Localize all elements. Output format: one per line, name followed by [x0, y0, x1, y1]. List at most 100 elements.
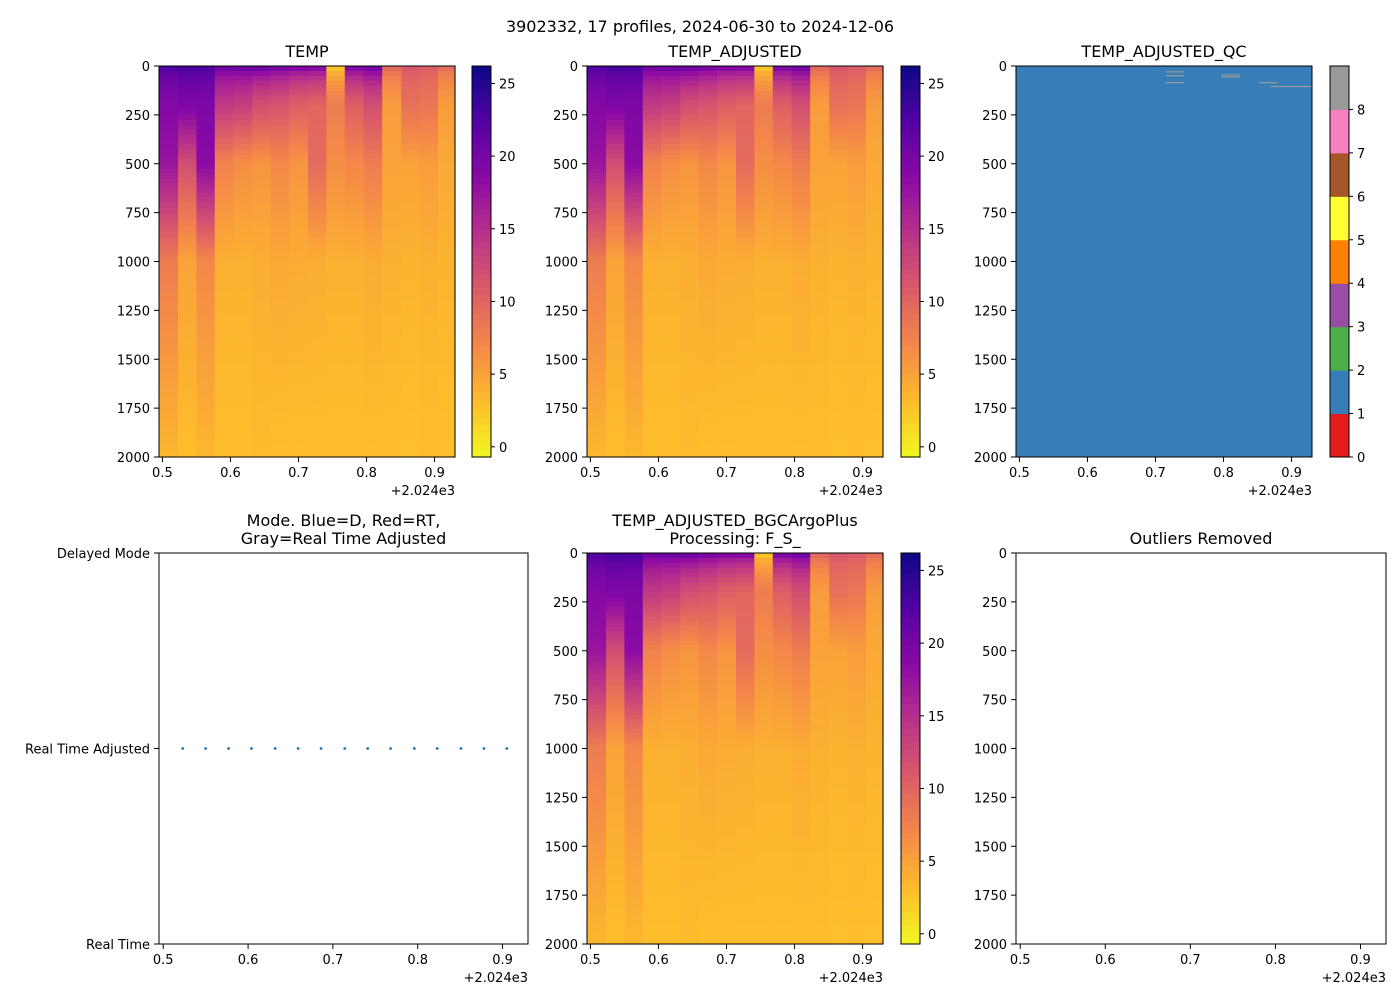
heatmap-cell	[791, 807, 811, 813]
heatmap-cell	[791, 359, 811, 365]
heatmap-cell	[810, 261, 830, 267]
heatmap-cell	[308, 266, 327, 272]
heatmap-cell	[642, 724, 662, 730]
heatmap-cell	[810, 222, 830, 228]
heatmap-cell	[829, 359, 849, 365]
heatmap-cell	[698, 334, 718, 341]
heatmap-cell	[159, 100, 179, 106]
heatmap-cell	[791, 670, 811, 676]
heatmap-cell	[680, 885, 700, 891]
heatmap-cell	[847, 432, 867, 439]
heatmap-cell	[829, 831, 849, 838]
heatmap-cell	[698, 232, 718, 238]
colorbar-band	[901, 359, 920, 367]
heatmap-cell	[736, 300, 755, 307]
heatmap-cell	[810, 728, 830, 735]
mode-point	[319, 747, 323, 750]
colorbar-band	[472, 339, 491, 347]
heatmap-cell	[810, 158, 830, 165]
colorbar-swatch	[1330, 239, 1349, 284]
heatmap-cell	[363, 281, 383, 287]
heatmap-cell	[847, 315, 867, 321]
heatmap-cell	[382, 197, 402, 204]
heatmap-cell	[326, 285, 346, 292]
heatmap-cell	[736, 587, 755, 593]
heatmap-cell	[865, 437, 884, 443]
heatmap-cell	[865, 329, 884, 336]
heatmap-cell	[736, 870, 755, 877]
heatmap-cell	[363, 144, 383, 150]
heatmap-cell	[736, 714, 755, 720]
heatmap-cell	[698, 665, 718, 671]
heatmap-cell	[847, 158, 867, 165]
heatmap-cell	[829, 577, 849, 583]
heatmap-cell	[606, 724, 626, 730]
heatmap-cell	[680, 403, 700, 409]
heatmap-cell	[606, 929, 626, 935]
x-tick-label: 0.9	[1350, 953, 1371, 968]
heatmap-cell	[587, 207, 607, 214]
heatmap-cell	[772, 232, 793, 238]
heatmap-cell	[233, 354, 253, 360]
heatmap-cell	[865, 577, 884, 583]
heatmap-cell	[587, 383, 607, 390]
heatmap-cell	[419, 285, 439, 292]
heatmap-cell	[661, 383, 681, 390]
heatmap-cell	[810, 329, 830, 336]
heatmap-cell	[270, 452, 290, 458]
heatmap-cell	[791, 378, 811, 385]
heatmap-cell	[661, 675, 681, 681]
heatmap-cell	[587, 285, 607, 292]
heatmap-cell	[344, 266, 365, 272]
heatmap-cell	[159, 114, 179, 121]
heatmap-cell	[606, 680, 626, 686]
heatmap-cell	[606, 310, 626, 316]
heatmap-cell	[791, 285, 811, 292]
heatmap-cell	[270, 413, 290, 419]
heatmap-cell	[829, 758, 849, 764]
heatmap-cell	[344, 339, 365, 346]
heatmap-cell	[716, 378, 737, 385]
colorbar-band	[472, 72, 491, 80]
heatmap-cell	[178, 290, 198, 297]
heatmap-cell	[698, 207, 718, 214]
heatmap-cell	[642, 334, 662, 341]
heatmap-cell	[865, 75, 884, 82]
heatmap-cell	[754, 364, 774, 370]
heatmap-cell	[698, 611, 718, 618]
heatmap-cell	[680, 577, 700, 583]
heatmap-cell	[642, 885, 662, 891]
heatmap-cell	[587, 290, 607, 297]
heatmap-cell	[437, 66, 456, 72]
heatmap-cell	[736, 821, 755, 828]
heatmap-cell	[159, 295, 179, 302]
heatmap-cell	[772, 119, 793, 126]
heatmap-cell	[587, 393, 607, 399]
heatmap-cell	[419, 207, 439, 214]
heatmap-cell	[772, 895, 793, 901]
heatmap-cell	[791, 631, 811, 637]
heatmap-cell	[661, 70, 681, 77]
heatmap-cell	[810, 816, 830, 823]
heatmap-cell	[606, 582, 626, 588]
heatmap-cell	[233, 334, 253, 341]
heatmap-cell	[270, 90, 290, 96]
heatmap-cell	[661, 601, 681, 608]
heatmap-cell	[437, 417, 456, 424]
heatmap-cell	[308, 95, 327, 101]
heatmap-cell	[829, 339, 849, 346]
heatmap-cell	[326, 197, 346, 204]
heatmap-cell	[624, 670, 644, 676]
heatmap-cell	[698, 442, 718, 448]
heatmap-cell	[865, 680, 884, 686]
heatmap-cell	[642, 139, 662, 145]
heatmap-cell	[829, 417, 849, 424]
heatmap-cell	[847, 670, 867, 676]
heatmap-cell	[865, 276, 884, 282]
heatmap-cell	[252, 251, 272, 258]
colorbar-band	[472, 391, 491, 399]
heatmap-cell	[606, 875, 626, 882]
heatmap-cell	[178, 153, 198, 160]
heatmap-cell	[865, 689, 884, 696]
heatmap-cell	[642, 714, 662, 720]
